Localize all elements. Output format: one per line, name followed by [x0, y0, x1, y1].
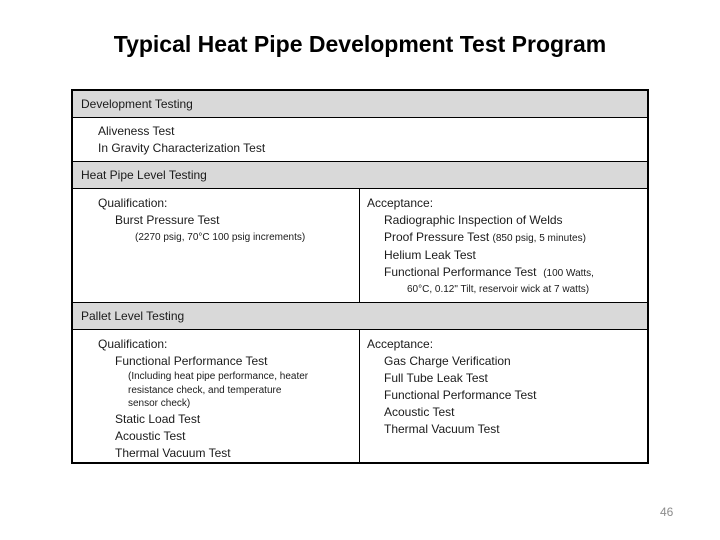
functional-performance-test-detail: (Including heat pipe performance, heater… — [128, 371, 309, 409]
test-program-table: Development Testing Aliveness Test In Gr… — [71, 89, 649, 464]
acoustic-test-item: Acoustic Test — [384, 405, 455, 419]
proof-pressure-test-item: Proof Pressure Test (850 psig, 5 minutes… — [384, 229, 647, 247]
development-test-item-2: In Gravity Characterization Test — [98, 141, 266, 155]
heat-pipe-acceptance-cell: Acceptance: Radiographic Inspection of W… — [360, 189, 647, 302]
burst-pressure-test-detail: (2270 psig, 70°C 100 psig increments) — [135, 232, 306, 243]
functional-performance-test-item: Functional Performance Test — [115, 354, 268, 368]
qualification-label: Qualification: — [98, 196, 168, 210]
acceptance-label: Acceptance: — [367, 196, 434, 210]
proof-pressure-test-label: Proof Pressure Test — [384, 230, 490, 244]
functional-performance-test-label: Functional Performance Test — [384, 265, 537, 279]
functional-performance-test-item: Functional Performance Test — [384, 388, 537, 402]
page-number: 46 — [660, 505, 674, 519]
section-header-heat-pipe-level-testing: Heat Pipe Level Testing — [73, 162, 647, 189]
acoustic-test-item: Acoustic Test — [115, 428, 186, 443]
thermal-vacuum-test-item: Thermal Vacuum Test — [115, 445, 231, 460]
radiographic-inspection-item: Radiographic Inspection of Welds — [384, 213, 563, 227]
heat-pipe-qualification-cell: Qualification: Burst Pressure Test (2270… — [73, 189, 360, 302]
acceptance-label: Acceptance: — [367, 337, 434, 351]
heat-pipe-level-row: Qualification: Burst Pressure Test (2270… — [73, 189, 647, 303]
static-load-test-item: Static Load Test — [115, 411, 201, 426]
development-test-item-1: Aliveness Test — [98, 124, 175, 138]
gas-charge-verification-item: Gas Charge Verification — [384, 354, 511, 368]
functional-performance-test-detail: (100 Watts, — [543, 268, 594, 279]
pallet-acceptance-cell: Acceptance: Gas Charge Verification Full… — [360, 330, 647, 462]
qualification-label: Qualification: — [98, 337, 168, 351]
proof-pressure-test-detail: (850 psig, 5 minutes) — [492, 233, 586, 244]
full-tube-leak-test-item: Full Tube Leak Test — [384, 371, 488, 385]
pallet-level-row: Qualification: Functional Performance Te… — [73, 330, 647, 462]
burst-pressure-test-item: Burst Pressure Test — [115, 213, 220, 227]
thermal-vacuum-test-item: Thermal Vacuum Test — [384, 422, 500, 436]
development-testing-row: Aliveness Test In Gravity Characterizati… — [73, 118, 647, 162]
functional-performance-test-detail-continued: 60°C, 0.12" Tilt, reservoir wick at 7 wa… — [407, 284, 590, 295]
section-header-development-testing: Development Testing — [73, 91, 647, 118]
section-header-pallet-level-testing: Pallet Level Testing — [73, 303, 647, 330]
slide-title: Typical Heat Pipe Development Test Progr… — [113, 31, 607, 57]
helium-leak-test-item: Helium Leak Test — [384, 248, 476, 262]
pallet-qualification-cell: Qualification: Functional Performance Te… — [73, 330, 360, 462]
functional-performance-test-item: Functional Performance Test (100 Watts, — [384, 264, 647, 282]
